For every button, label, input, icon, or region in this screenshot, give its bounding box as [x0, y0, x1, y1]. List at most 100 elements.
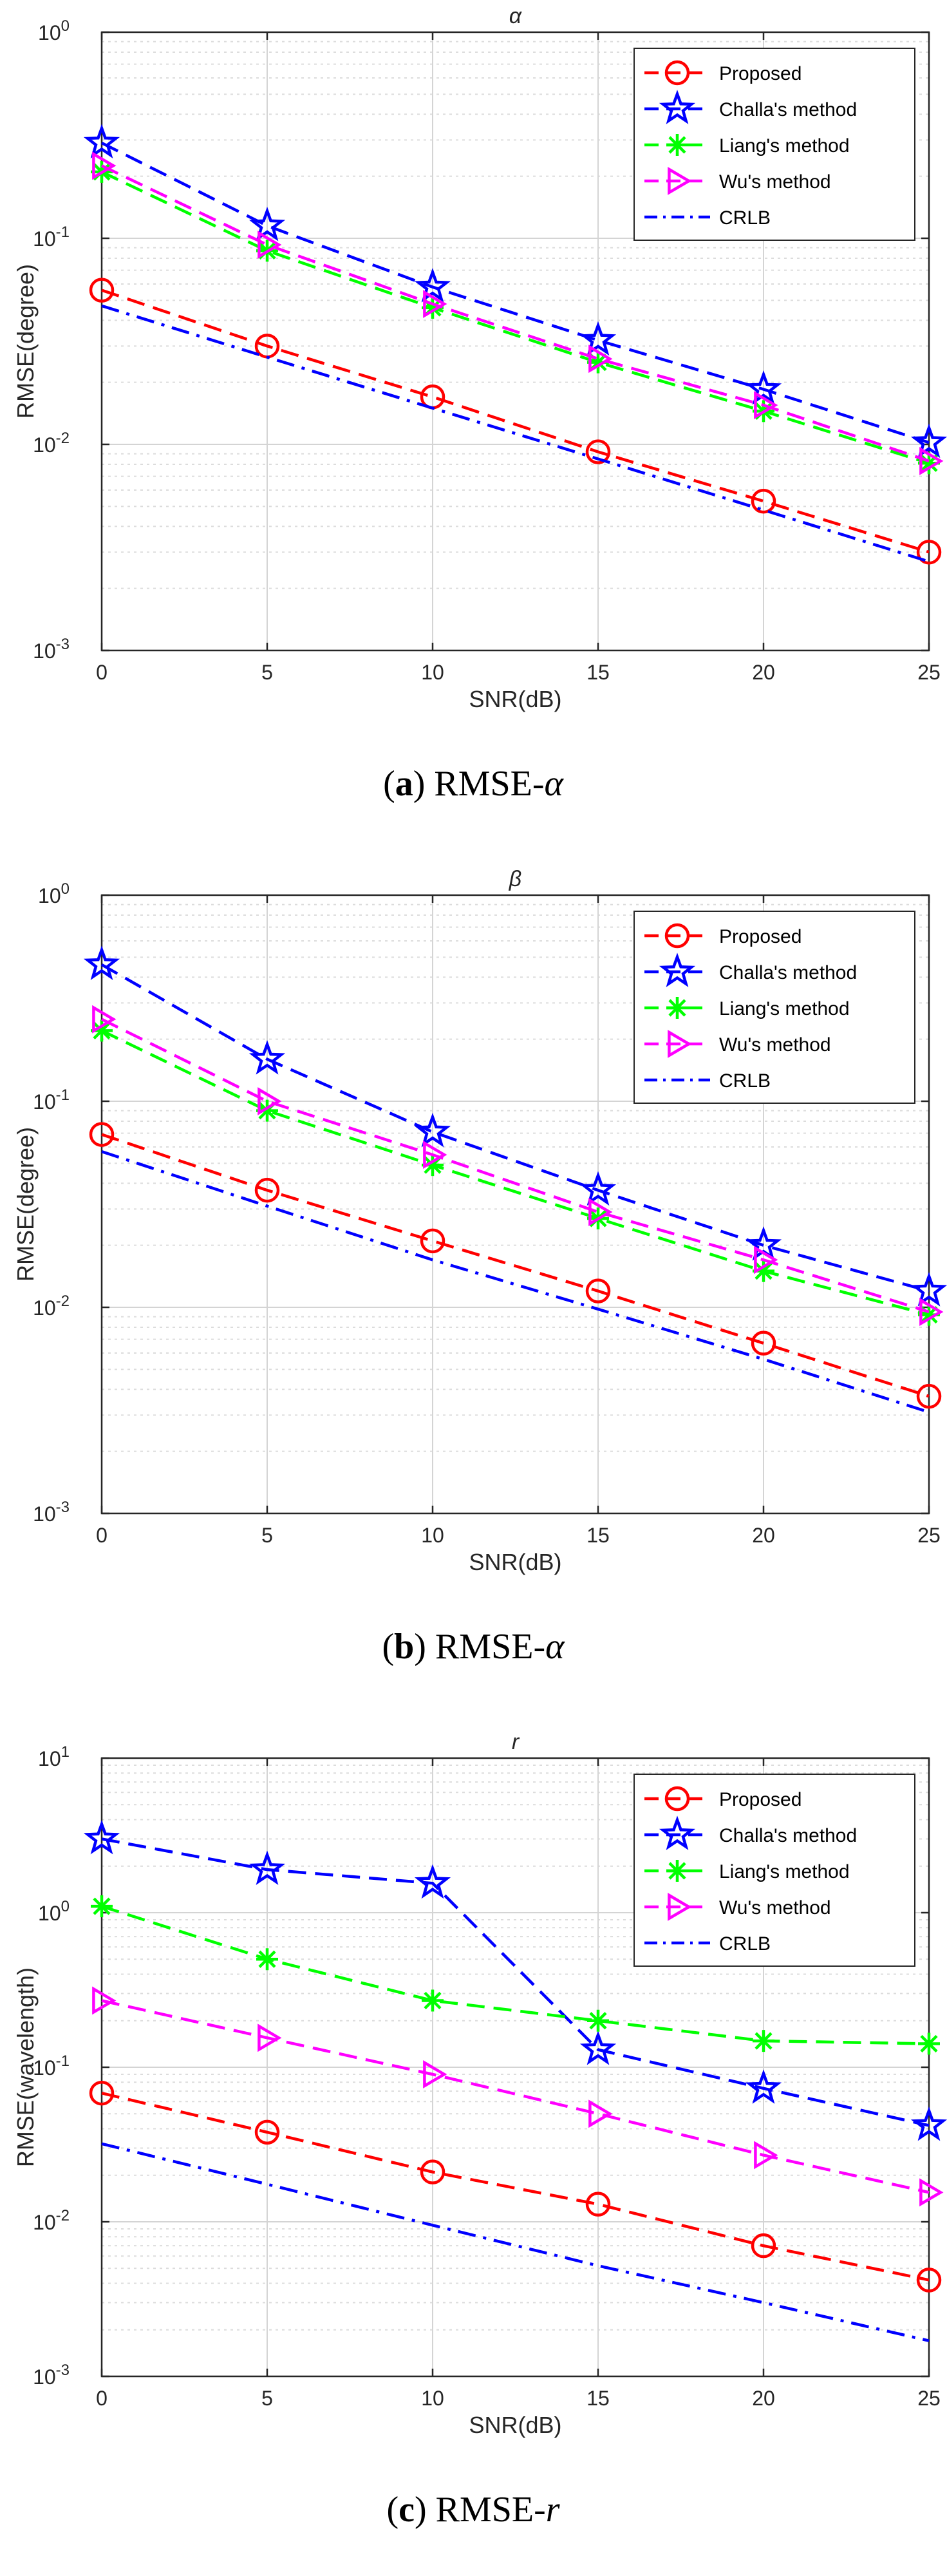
data-point-marker: [751, 1331, 776, 1356]
data-point-marker: [414, 1113, 451, 1148]
legend-label: Challa's method: [719, 962, 857, 983]
data-point-marker: [89, 1122, 115, 1147]
series-line: [101, 164, 930, 463]
x-tick-label: 15: [586, 2387, 610, 2410]
legend-label: Liang's method: [719, 135, 850, 156]
legend-item: Proposed: [644, 923, 802, 949]
data-point-marker: [89, 278, 115, 303]
data-point-marker: [745, 2069, 782, 2104]
y-tick-label: 10-3: [33, 2362, 70, 2389]
data-point-marker: [751, 2233, 776, 2259]
x-tick-label: 5: [261, 661, 273, 684]
y-tick-label: 10-3: [33, 1499, 70, 1526]
x-tick-label: 0: [96, 2387, 108, 2410]
series-challa-s-method: [83, 1819, 947, 2141]
series-crlb: [101, 2142, 930, 2342]
legend-label: Proposed: [719, 1789, 802, 1810]
legend-label: Liang's method: [719, 998, 850, 1019]
y-tick-label: 10-1: [33, 1086, 70, 1113]
data-point-marker: [751, 488, 776, 514]
series-wu-s-method: [92, 1005, 944, 1327]
data-point-marker: [420, 1228, 445, 1254]
data-point-marker: [916, 540, 942, 565]
legend-label: CRLB: [719, 1933, 771, 1955]
legend-marker: [659, 1815, 696, 1850]
chart-title: r: [512, 1730, 520, 1754]
data-point-marker: [91, 1895, 113, 1918]
legend-label: Liang's method: [719, 1861, 850, 1882]
y-tick-label: 10-3: [33, 636, 70, 663]
legend-label: Wu's method: [719, 1034, 831, 1056]
data-point-marker: [83, 1819, 120, 1855]
x-axis-label: SNR(dB): [469, 1549, 561, 1575]
chart-title: α: [509, 4, 523, 28]
legend-label: Challa's method: [719, 99, 857, 120]
data-point-marker: [579, 2031, 617, 2065]
data-point-marker: [579, 1171, 617, 1206]
series-line: [101, 1999, 930, 2194]
legend-marker: [666, 997, 688, 1019]
axis-box: [100, 31, 930, 652]
data-point-marker: [83, 945, 120, 980]
y-tick-label: 100: [38, 1898, 70, 1925]
data-point-marker: [254, 2119, 280, 2145]
chart-title: β: [509, 867, 521, 891]
legend-marker: [664, 923, 690, 949]
x-axis-label: SNR(dB): [469, 686, 561, 712]
series-line: [101, 2142, 930, 2342]
figure-caption: (a) RMSE-α: [383, 764, 564, 804]
data-point-marker: [754, 391, 778, 420]
data-point-marker: [579, 321, 617, 356]
series-wu-s-method: [92, 151, 944, 475]
x-axis-label: SNR(dB): [469, 2412, 561, 2438]
y-axis-label: RMSE(degree): [12, 264, 39, 419]
legend-marker: [668, 1030, 692, 1058]
x-tick-label: 10: [421, 1524, 444, 1547]
axis-box: [100, 894, 930, 1515]
legend-item: Proposed: [644, 1786, 802, 1812]
y-tick-label: 100: [38, 17, 70, 44]
x-tick-label: 5: [261, 2387, 273, 2410]
data-point-marker: [258, 231, 282, 260]
figure-caption: (c) RMSE-r: [386, 2490, 559, 2530]
data-point-marker: [258, 1087, 282, 1115]
legend-item: CRLB: [644, 1933, 771, 1955]
legend-item: Liang's method: [644, 1860, 850, 1882]
legend-item: Liang's method: [644, 997, 850, 1019]
data-point-marker: [89, 2080, 115, 2106]
legend-item: Proposed: [644, 60, 802, 86]
x-tick-label: 25: [917, 2387, 941, 2410]
series-line: [101, 1133, 930, 1398]
y-tick-label: 100: [38, 880, 70, 907]
x-tick-label: 0: [96, 1524, 108, 1547]
series-line: [101, 2092, 930, 2282]
data-point-marker: [248, 207, 286, 242]
legend-label: Proposed: [719, 63, 802, 84]
legend-marker: [664, 1786, 690, 1812]
data-point-marker: [588, 345, 613, 374]
data-point-marker: [745, 370, 782, 405]
legend-marker: [664, 60, 690, 86]
data-point-marker: [248, 1040, 286, 1075]
data-point-marker: [256, 1948, 278, 1971]
data-point-marker: [414, 1864, 451, 1899]
data-point-marker: [92, 1986, 117, 2015]
series-line: [100, 141, 930, 444]
legend-item: Challa's method: [644, 90, 857, 124]
series-wu-s-method: [92, 1986, 944, 2207]
data-point-marker: [414, 268, 451, 303]
data-point-marker: [585, 2192, 611, 2217]
legend-marker: [666, 134, 688, 156]
data-point-marker: [585, 439, 611, 464]
data-point-marker: [754, 1245, 778, 1274]
x-tick-label: 20: [752, 661, 775, 684]
data-point-marker: [423, 2060, 447, 2088]
data-point-marker: [422, 1989, 444, 2012]
legend-label: Wu's method: [719, 171, 831, 193]
series-line: [101, 1029, 930, 1316]
x-tick-label: 5: [261, 1524, 273, 1547]
data-point-marker: [919, 1298, 944, 1327]
series-line: [101, 1904, 930, 2045]
data-point-marker: [910, 423, 947, 459]
